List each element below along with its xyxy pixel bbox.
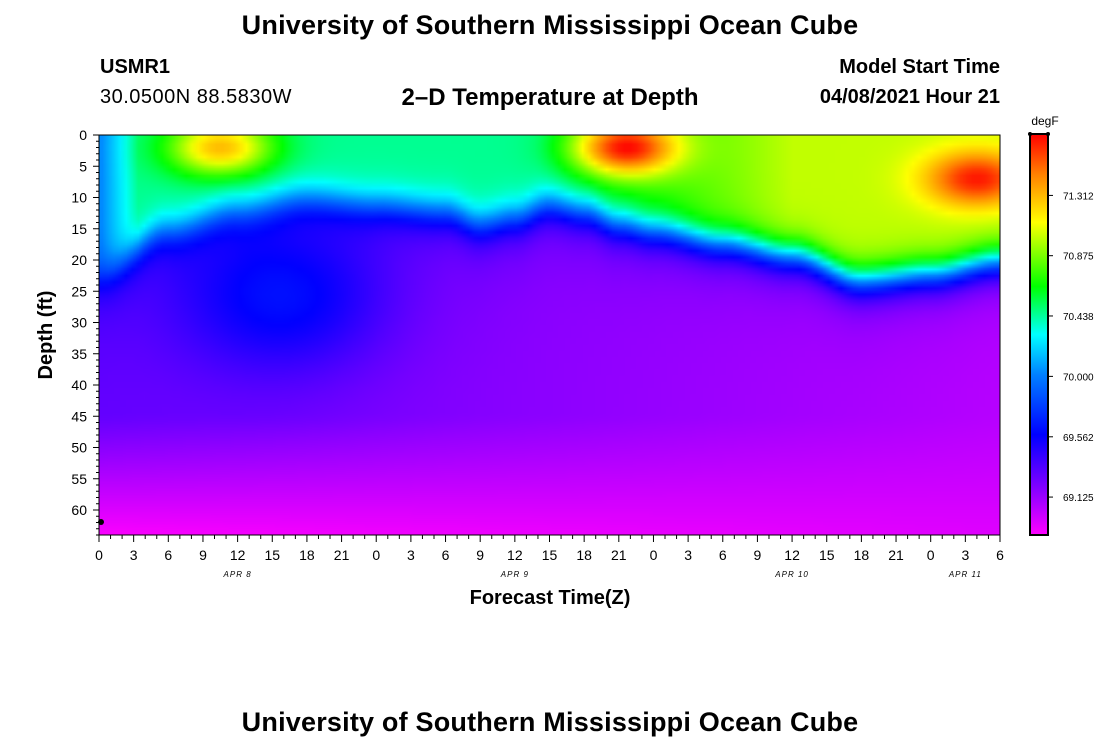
y-axis-label: Depth (ft): [35, 291, 57, 380]
x-tick-label: 21: [611, 547, 627, 563]
x-tick-label: 15: [542, 547, 558, 563]
x-tick-label: 0: [927, 547, 935, 563]
x-tick-label: 18: [854, 547, 870, 563]
x-tick-label: 12: [784, 547, 800, 563]
date-label: APR 8: [223, 570, 252, 579]
x-tick-label: 6: [996, 547, 1004, 563]
x-tick-label: 3: [961, 547, 969, 563]
station-coordinates: 30.0500N 88.5830W: [100, 86, 292, 108]
footer-title: University of Southern Mississippi Ocean…: [241, 707, 859, 737]
colorbar-tick-label: 69.562: [1063, 433, 1094, 444]
page-title: University of Southern Mississippi Ocean…: [241, 10, 859, 40]
y-tick-label: 20: [71, 252, 87, 268]
x-axis-label: Forecast Time(Z): [470, 587, 631, 609]
plot-title: 2–D Temperature at Depth: [401, 84, 699, 111]
x-tick-label: 6: [164, 547, 172, 563]
x-tick-label: 15: [819, 547, 835, 563]
x-tick-label: 18: [299, 547, 315, 563]
x-tick-label: 3: [130, 547, 138, 563]
x-tick-label: 3: [407, 547, 415, 563]
x-tick-label: 3: [684, 547, 692, 563]
date-label: APR 10: [774, 570, 809, 579]
station-marker: [98, 519, 104, 525]
colorbar-ticks: 71.312 70.875 70.438 70.000 69.562 69.125: [1048, 191, 1094, 504]
x-axis: 0 3 6 9 12 15 18 21 0 3 6 9 12 15 18 21 0 3 6 9 12 15 18 21 0 3 6: [95, 535, 1004, 563]
x-tick-label: 9: [754, 547, 762, 563]
model-start-time-label: Model Start Time: [839, 56, 1000, 78]
y-tick-label: 30: [71, 315, 87, 331]
date-label: APR 9: [500, 570, 529, 579]
model-start-time-value: 04/08/2021 Hour 21: [819, 86, 1000, 108]
y-tick-label: 40: [71, 377, 87, 393]
x-tick-label: 0: [650, 547, 658, 563]
colorbar-tick-label: 70.000: [1063, 372, 1094, 383]
station-id: USMR1: [100, 56, 171, 78]
date-label: APR 11: [948, 570, 982, 579]
heatmap-image: [99, 135, 1000, 535]
x-tick-label: 21: [888, 547, 904, 563]
y-tick-label: 5: [79, 158, 87, 174]
colorbar-top-marker: [1046, 132, 1050, 136]
x-tick-label: 12: [507, 547, 523, 563]
x-tick-label: 6: [719, 547, 727, 563]
colorbar-tick-label: 69.125: [1063, 493, 1094, 504]
y-tick-label: 0: [79, 127, 87, 143]
x-tick-label: 18: [576, 547, 592, 563]
x-tick-label: 9: [199, 547, 207, 563]
colorbar: [1029, 133, 1049, 536]
y-tick-label: 45: [71, 408, 87, 424]
y-tick-label: 60: [71, 502, 87, 518]
y-tick-label: 10: [71, 190, 87, 206]
x-tick-label: 9: [476, 547, 484, 563]
y-axis: 0 5 10 15 20 25 30 35 40 45 50 55 60: [71, 127, 99, 536]
x-tick-label: 12: [230, 547, 246, 563]
x-tick-label: 6: [442, 547, 450, 563]
colorbar-tick-label: 71.312: [1063, 191, 1094, 202]
colorbar-top-marker: [1028, 132, 1032, 136]
x-tick-label: 21: [334, 547, 350, 563]
x-tick-label: 0: [95, 547, 103, 563]
colorbar-tick-label: 70.875: [1063, 252, 1094, 263]
y-tick-label: 25: [71, 283, 87, 299]
y-tick-label: 50: [71, 440, 87, 456]
x-tick-label: 0: [372, 547, 380, 563]
y-tick-label: 55: [71, 471, 87, 487]
colorbar-tick-label: 70.438: [1063, 312, 1094, 323]
y-tick-label: 35: [71, 346, 87, 362]
y-tick-label: 15: [71, 221, 87, 237]
date-labels: APR 8 APR 9 APR 10 APR 11: [223, 570, 982, 579]
colorbar-unit: degF: [1031, 114, 1058, 128]
x-tick-label: 15: [264, 547, 280, 563]
